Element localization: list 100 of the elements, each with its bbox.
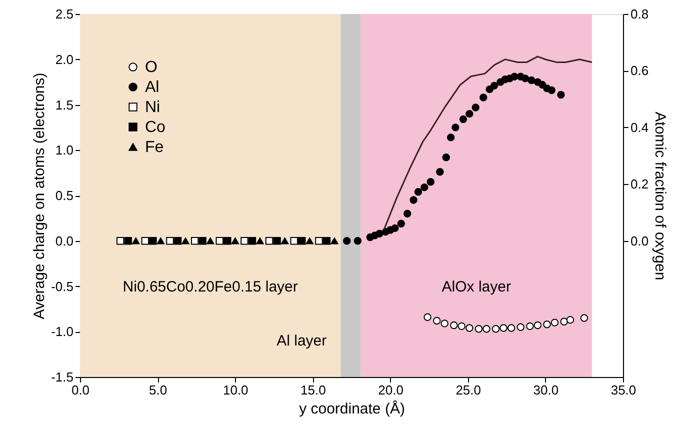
point	[290, 237, 298, 245]
x-tick-label: 35.0	[610, 382, 636, 398]
point	[432, 316, 441, 325]
point	[490, 82, 498, 90]
point	[450, 321, 458, 330]
point	[580, 314, 588, 322]
x-tick-label: 0.0	[71, 382, 90, 398]
point	[174, 237, 182, 245]
point	[474, 325, 483, 333]
point	[132, 237, 140, 244]
y-tick-label: 1.5	[55, 97, 74, 112]
point	[528, 76, 536, 84]
point	[248, 237, 256, 245]
point	[480, 94, 488, 102]
point	[397, 220, 405, 228]
legend-label: O	[145, 59, 158, 76]
legend-label: Ni	[145, 99, 160, 116]
point	[557, 90, 565, 99]
x-tick-label: 10.0	[222, 382, 248, 398]
band-label: Al layer	[276, 332, 327, 350]
point	[141, 237, 150, 245]
point	[206, 237, 214, 244]
x-tick-label: 25.0	[456, 382, 482, 398]
point	[403, 210, 412, 218]
point	[182, 237, 190, 244]
point	[472, 104, 480, 112]
point	[330, 237, 338, 244]
point	[466, 324, 474, 332]
y-tick-label: -1.5	[51, 370, 74, 384]
legend-label: Fe	[145, 139, 164, 156]
y2-tick-label: 0.4	[630, 120, 649, 135]
band-label: Ni0.65Co0.20Fe0.15 layer	[122, 278, 298, 296]
legend-label: Co	[145, 119, 166, 136]
y-tick-label: -1.0	[51, 324, 74, 340]
point	[391, 224, 399, 232]
point	[273, 237, 281, 245]
point	[452, 124, 460, 132]
point	[550, 318, 559, 326]
point	[482, 325, 490, 333]
x-tick-label: 15.0	[300, 382, 326, 398]
point	[442, 154, 450, 162]
point	[198, 237, 206, 245]
point	[424, 313, 432, 321]
point	[534, 321, 542, 330]
point	[156, 237, 165, 244]
point	[280, 237, 289, 244]
y2-tick-label: 0.0	[630, 233, 649, 248]
point	[420, 183, 428, 192]
point	[265, 237, 274, 245]
y2-tick-label: 0.8	[630, 6, 649, 22]
point	[500, 324, 508, 332]
point	[446, 134, 455, 142]
point	[436, 168, 444, 176]
point	[507, 324, 516, 332]
point	[190, 237, 199, 245]
point	[426, 178, 434, 186]
point	[216, 237, 224, 245]
point	[466, 110, 474, 118]
point	[315, 237, 323, 245]
point	[298, 237, 306, 245]
point	[543, 320, 551, 328]
x-tick-label: 5.0	[149, 382, 168, 398]
y2-tick-label: 0.2	[630, 176, 649, 192]
y2-axis-title: Atomic fraction of oxygen	[652, 112, 669, 280]
point	[231, 237, 239, 244]
point	[342, 237, 351, 245]
point	[566, 316, 574, 324]
point	[256, 237, 264, 244]
y-axis-title: Average charge on atoms (electrons)	[31, 72, 48, 320]
y-tick-label: -0.5	[51, 278, 74, 294]
point	[521, 74, 530, 82]
y-tick-label: 2.5	[55, 6, 74, 22]
point	[526, 322, 534, 330]
point	[410, 196, 418, 204]
point	[440, 320, 448, 328]
point	[458, 322, 466, 330]
point	[116, 237, 124, 245]
point	[240, 237, 248, 245]
point	[149, 237, 157, 245]
point	[306, 237, 314, 244]
legend-label: Al	[145, 79, 160, 96]
point	[322, 237, 331, 245]
x-tick-label: 20.0	[378, 382, 404, 398]
band-label: AlOx layer	[442, 278, 511, 296]
y-tick-label: 2.0	[55, 52, 74, 67]
point	[560, 318, 568, 326]
y-tick-label: 1.0	[55, 142, 74, 158]
point	[414, 188, 422, 196]
point	[224, 237, 232, 245]
y-tick-label: 0.0	[55, 233, 74, 248]
point	[124, 237, 132, 245]
point	[354, 237, 362, 245]
point	[459, 115, 468, 124]
point	[492, 325, 500, 333]
point	[516, 323, 524, 331]
point	[510, 72, 518, 80]
point	[548, 86, 556, 94]
y2-tick-label: 0.6	[630, 63, 649, 78]
point	[166, 237, 174, 245]
y-tick-label: 0.5	[55, 188, 74, 203]
